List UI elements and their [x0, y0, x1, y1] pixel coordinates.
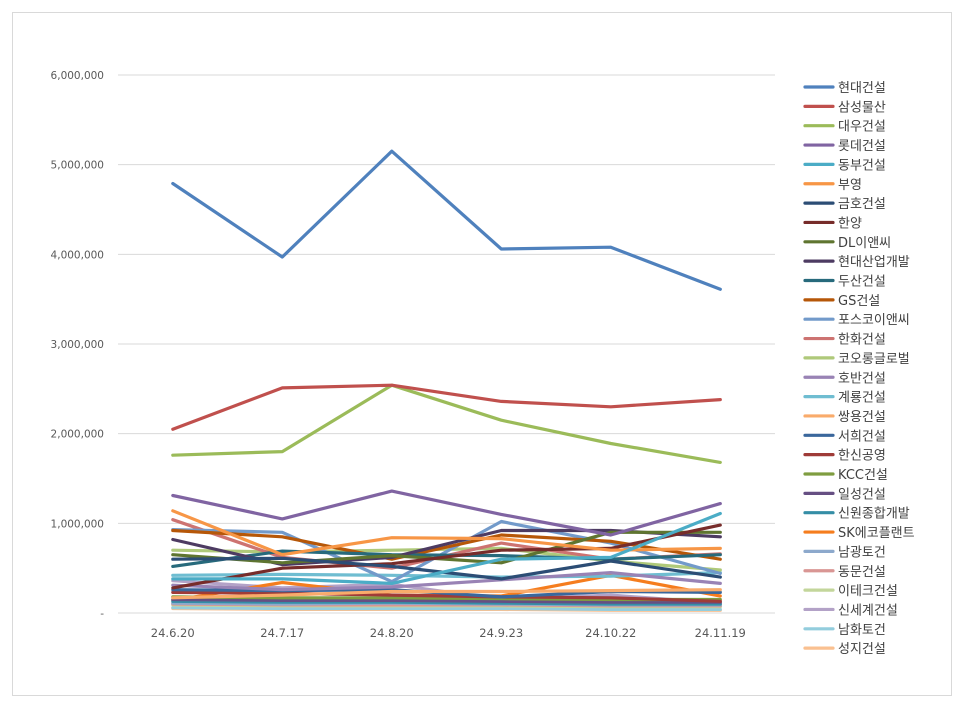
- x-tick-label: 24.11.19: [695, 626, 746, 640]
- legend-item: 한화건설: [803, 333, 886, 348]
- y-tick-label: 2,000,000: [51, 429, 104, 441]
- legend-label: DL이앤씨: [838, 236, 891, 251]
- series-line: [171, 570, 722, 592]
- legend-label: 롯데건설: [838, 139, 886, 154]
- legend-label: 신세계건설: [838, 603, 898, 618]
- gridlines: [118, 74, 775, 614]
- series-line: [171, 597, 722, 604]
- series-line: [171, 599, 722, 606]
- y-tick-label: 4,000,000: [51, 249, 104, 261]
- series-lines: [171, 149, 722, 612]
- legend-item: GS건설: [803, 294, 880, 309]
- legend-item: 동문건설: [803, 565, 886, 580]
- legend-label: 성지건설: [838, 642, 886, 657]
- legend-label: 한화건설: [838, 333, 886, 348]
- legend-item: 현대산업개발: [803, 255, 910, 270]
- y-tick-label: -: [100, 608, 104, 620]
- legend-item: 삼성물산: [803, 100, 886, 115]
- y-tick-label: 5,000,000: [51, 160, 104, 172]
- legend-item: 금호건설: [803, 197, 886, 212]
- legend-item: 현대건설: [803, 81, 886, 96]
- legend-label: 두산건설: [838, 275, 886, 290]
- legend-item: 대우건설: [803, 120, 886, 135]
- series-line: [171, 149, 722, 291]
- y-axis-ticks: - 1,000,000 2,000,000 3,000,000 4,000,000 5,0…: [51, 70, 105, 620]
- x-tick-label: 24.7.17: [260, 626, 304, 640]
- series-line: [171, 523, 722, 590]
- legend-item: SK에코플랜트: [803, 526, 915, 541]
- legend-item: 성지건설: [803, 642, 886, 657]
- legend-item: 한양: [803, 216, 862, 231]
- legend-label: 이테크건설: [838, 584, 898, 599]
- legend-label: 계룡건설: [838, 391, 886, 406]
- legend-item: 롯데건설: [803, 139, 886, 154]
- legend-label: 부영: [838, 178, 862, 193]
- y-tick-label: 6,000,000: [51, 70, 104, 82]
- legend-label: 대우건설: [838, 120, 886, 135]
- legend-item: 한신공영: [803, 449, 886, 464]
- legend-item: 두산건설: [803, 275, 886, 290]
- legend-label: 포스코이앤씨: [838, 313, 910, 328]
- legend-label: 서희건설: [838, 429, 886, 444]
- series-line: [171, 383, 722, 431]
- legend-item: 포스코이앤씨: [803, 313, 910, 328]
- legend-item: 이테크건설: [803, 584, 898, 599]
- series-line: [171, 519, 722, 584]
- series-line: [171, 489, 722, 537]
- legend-label: 한양: [838, 216, 862, 231]
- series-line: [171, 549, 722, 569]
- x-tick-label: 24.10.22: [585, 626, 636, 640]
- x-tick-label: 24.6.20: [151, 626, 195, 640]
- legend-item: 동부건설: [803, 158, 886, 173]
- x-tick-label: 24.9.23: [479, 626, 523, 640]
- legend-label: 금호건설: [838, 197, 886, 212]
- legend-item: 코오롱글로벌: [803, 352, 910, 367]
- legend-item: 남화토건: [803, 623, 886, 638]
- y-tick-label: 1,000,000: [51, 518, 104, 530]
- legend-item: 일성건설: [803, 487, 886, 502]
- legend-label: 쌍용건설: [838, 410, 886, 425]
- legend-label: 현대건설: [838, 81, 886, 96]
- legend-label: 동부건설: [838, 158, 886, 173]
- legend-label: 한신공영: [838, 449, 886, 464]
- series-line: [171, 605, 722, 612]
- legend-item: 호반건설: [803, 371, 886, 386]
- series-line: [171, 530, 722, 565]
- legend-label: 일성건설: [838, 487, 886, 502]
- series-line: [171, 590, 722, 603]
- legend-item: 신세계건설: [803, 603, 898, 618]
- y-tick-label: 3,000,000: [51, 339, 104, 351]
- legend-label: 남화토건: [838, 623, 886, 638]
- legend-label: KCC건설: [838, 468, 888, 483]
- legend-label: SK에코플랜트: [838, 526, 915, 541]
- legend-label: 신원종합개발: [838, 507, 910, 522]
- legend-item: 부영: [803, 178, 862, 193]
- legend-label: 현대산업개발: [838, 255, 910, 270]
- legend-item: DL이앤씨: [803, 236, 891, 251]
- series-line: [171, 511, 722, 586]
- legend-item: KCC건설: [803, 468, 888, 483]
- legend-label: 호반건설: [838, 371, 886, 386]
- legend-label: 코오롱글로벌: [838, 352, 910, 367]
- x-tick-label: 24.8.20: [370, 626, 414, 640]
- legend-item: 쌍용건설: [803, 410, 886, 425]
- legend-label: 삼성물산: [838, 100, 886, 115]
- legend-item: 남광토건: [803, 545, 886, 560]
- legend-item: 계룡건설: [803, 391, 886, 406]
- series-line: [171, 588, 722, 600]
- legend-label: 남광토건: [838, 545, 886, 560]
- legend-label: GS건설: [838, 294, 880, 309]
- legend-label: 동문건설: [838, 565, 886, 580]
- legend-item: 신원종합개발: [803, 507, 910, 522]
- series-line: [171, 383, 722, 464]
- legend-item: 서희건설: [803, 429, 886, 444]
- x-axis-ticks: 24.6.20 24.7.17 24.8.20 24.9.23 24.10.22 24.1…: [151, 626, 746, 640]
